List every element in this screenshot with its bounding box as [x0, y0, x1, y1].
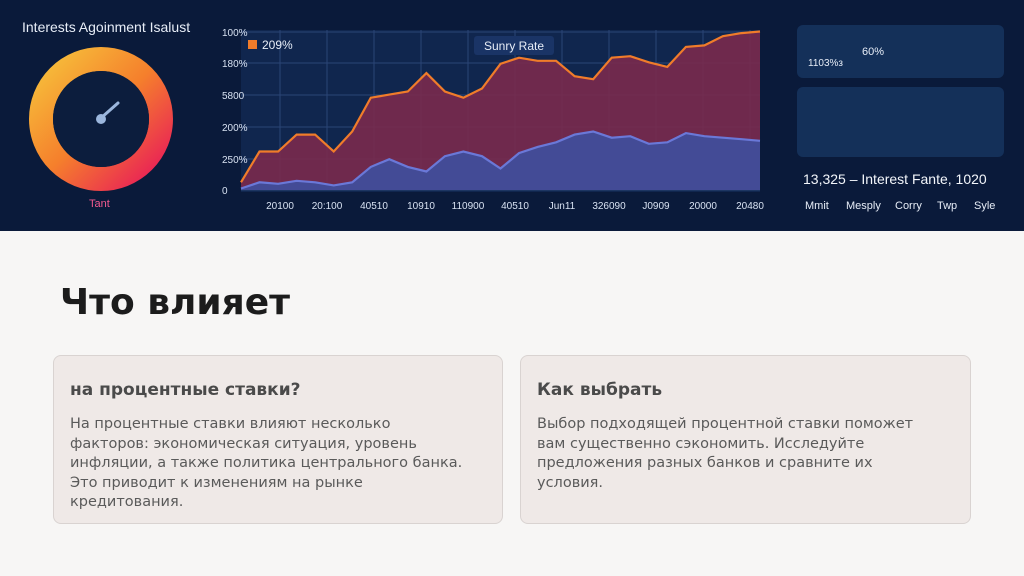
x-axis-ticks: 20100 20:100 40510 10910 110900 40510 Jun11 326… [266, 201, 764, 212]
y-axis-ticks: 100% 180% 5800 200% 250% 0 [222, 28, 248, 197]
gauge-label: Tant [89, 198, 110, 210]
series-area-1 [241, 131, 760, 190]
legend-swatch [248, 40, 257, 49]
y-tick-label: 5800 [222, 91, 245, 102]
tab-2[interactable]: Corry [895, 200, 922, 212]
legend-label: 209% [262, 38, 293, 52]
series-line-1 [240, 130, 761, 190]
bars-panel [797, 87, 1004, 157]
tab-4[interactable]: Syle [974, 200, 996, 212]
card-title: Как выбрать [537, 380, 663, 400]
card-title: на процентные ставки? [70, 380, 301, 400]
gauge-icon [29, 47, 173, 191]
y-tick-label: 180% [222, 59, 248, 70]
card-body: Выбор подходящей процентной ставки помож… [537, 416, 914, 491]
y-tick-label: 250% [222, 155, 248, 166]
x-tick-label: 326090 [592, 201, 626, 212]
x-tick-label: 20000 [689, 201, 717, 212]
tab-1[interactable]: Mesply [846, 200, 881, 212]
stat-value-1: 1103%з [808, 58, 843, 69]
x-tick-label: J0909 [642, 201, 670, 212]
x-tick-label: 40510 [501, 201, 529, 212]
y-tick-label: 100% [222, 28, 248, 39]
x-tick-label: 20480 [736, 201, 764, 212]
summary-text: 13,325 – Interest Fante, 1020 [803, 171, 987, 187]
x-tick-label: 110900 [452, 201, 485, 212]
gauge-title: Interests Agoinment Isalust [22, 19, 191, 35]
tab-3[interactable]: Twp [937, 200, 958, 212]
card-body: На процентные ставки влияют несколько фа… [70, 416, 463, 510]
x-tick-label: 20:100 [312, 201, 343, 212]
page-title: Что влияет [60, 282, 290, 323]
area-chart: 100% 180% 5800 200% 250% 0 20100 20:100 40510 10… [222, 28, 764, 212]
x-tick-label: 10910 [407, 201, 435, 212]
tab-0[interactable]: Mmit [805, 200, 829, 212]
info-card-rates: на процентные ставки? На процентные став… [53, 355, 503, 524]
x-tick-label: Jun11 [549, 201, 576, 212]
chart-title: Sunry Rate [484, 39, 544, 53]
hero-banner: 100% 180% 5800 200% 250% 0 20100 20:100 40510 10… [0, 0, 1024, 231]
hero-graphic: 100% 180% 5800 200% 250% 0 20100 20:100 40510 10… [29, 28, 993, 212]
x-tick-label: 40510 [360, 201, 388, 212]
info-card-choose: Как выбрать Выбор подходящей процентной … [520, 355, 971, 524]
chart-series-group [240, 30, 761, 190]
y-tick-label: 200% [222, 123, 248, 134]
y-tick-label: 0 [222, 186, 228, 197]
x-tick-label: 20100 [266, 201, 294, 212]
stat-value-2: 60% [862, 46, 885, 58]
chart-title-pill [474, 36, 554, 55]
series-line-0 [240, 30, 761, 183]
stats-panel [797, 25, 1004, 78]
